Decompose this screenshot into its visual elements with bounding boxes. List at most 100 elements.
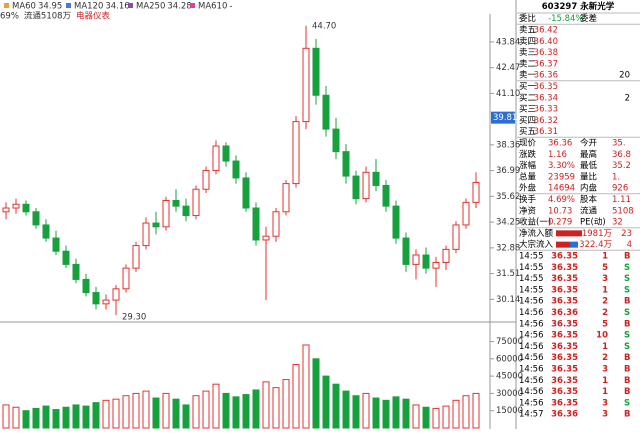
volume-bar <box>392 396 400 429</box>
volume-bar <box>262 381 270 429</box>
fundamentals-cell: 5108 <box>612 206 634 216</box>
volume-bar <box>472 392 480 429</box>
trade-cell: 1 <box>602 342 608 352</box>
trade-cell: 2 <box>602 353 608 363</box>
candle-body <box>272 211 280 237</box>
stats-cell: 23959 <box>548 172 575 182</box>
book-cell: 36.32 <box>534 116 558 126</box>
fundamentals-cell: 32 <box>612 218 623 228</box>
info-text: 电器仪表 <box>76 11 111 22</box>
book-cell: 36.40 <box>534 37 558 47</box>
candle-body <box>362 171 370 200</box>
candle-body <box>152 222 160 228</box>
summary-cell: 委差 <box>580 13 597 24</box>
info-text: 69% <box>0 12 19 22</box>
stats-cell: 最低 <box>580 160 598 171</box>
candle-body <box>462 201 470 226</box>
fundamentals-cell: 净资 <box>519 205 537 216</box>
stats-cell: 总量 <box>519 171 537 182</box>
book-cell: 买五 <box>519 127 537 137</box>
trade-cell: 10 <box>596 331 608 341</box>
trade-cell: 36.35 <box>551 274 578 284</box>
volume-bar <box>92 402 100 429</box>
trade-cell: 36.35 <box>551 376 578 386</box>
volume-bar <box>232 396 240 429</box>
flow-bar <box>556 230 582 237</box>
volume-bar <box>272 387 280 429</box>
book-cell: 买三 <box>519 105 536 115</box>
volume-bar <box>312 358 320 429</box>
candle-body <box>262 235 270 241</box>
trade-cell: 14:56 <box>519 353 544 363</box>
volume-bar <box>22 410 30 429</box>
book-cell: 买一 <box>519 82 537 92</box>
trade-cell: 5 <box>602 263 608 273</box>
volume-bar <box>2 404 10 429</box>
y-tick-label: 34.25 <box>496 218 520 228</box>
stats-cell: 现价 <box>519 138 537 148</box>
trade-cell: 36.36 <box>551 308 578 318</box>
book-cell: 卖三 <box>519 48 536 58</box>
trade-cell: 14:56 <box>519 297 544 307</box>
volume-bar <box>432 407 440 429</box>
trade-cell: 14:56 <box>519 331 544 341</box>
legend-swatch <box>4 3 9 8</box>
candle-body <box>322 94 330 130</box>
trade-cell: B <box>624 251 630 261</box>
trade-cell: B <box>624 319 630 329</box>
stats-cell: 1.16 <box>548 150 567 160</box>
volume-bar <box>72 404 80 429</box>
trade-cell: 14:55 <box>519 274 544 284</box>
volume-bar <box>362 392 370 429</box>
y-tick-label: 32.88 <box>496 243 520 253</box>
trade-cell: B <box>624 364 630 374</box>
stats-cell: 36.36 <box>548 138 572 148</box>
candle-body <box>62 250 70 265</box>
volume-bar <box>282 379 290 429</box>
volume-bar <box>112 398 120 429</box>
candle-body <box>72 263 80 280</box>
book-cell: 36.36 <box>534 71 558 81</box>
volume-bar <box>382 399 390 429</box>
trade-cell: B <box>624 297 630 307</box>
trade-cell: 2 <box>602 297 608 307</box>
candle-body <box>472 181 480 203</box>
summary-cell: 委比 <box>519 13 536 24</box>
vol-tick-label: 60000 <box>496 354 523 364</box>
trade-cell: B <box>624 387 630 397</box>
volume-bar <box>202 390 210 429</box>
volume-bar <box>172 398 180 429</box>
trade-cell: S <box>624 342 630 352</box>
book-cell: 36.34 <box>534 93 558 103</box>
stats-cell: 内盘 <box>580 183 598 194</box>
high-annotation: 44.70 <box>312 21 336 31</box>
fundamentals-cell: PE(动) <box>580 217 606 228</box>
candle-body <box>42 224 50 239</box>
vol-tick-label: 45000 <box>496 372 523 382</box>
book-cell: 卖二 <box>519 59 537 69</box>
candle-body <box>312 47 320 96</box>
indicator-value: 34.16 <box>105 2 129 12</box>
y-tick-label: 31.51 <box>496 269 520 279</box>
trade-cell: 36.35 <box>551 285 578 295</box>
candle-body <box>132 245 140 269</box>
trade-cell: 3 <box>602 398 608 408</box>
trade-cell: S <box>624 274 630 284</box>
candle-body <box>32 211 40 226</box>
candle-body <box>402 237 410 265</box>
y-tick-label: 43.84 <box>496 37 520 47</box>
stats-cell: 926 <box>612 184 628 194</box>
volume-bar <box>292 364 300 429</box>
volume-bar <box>222 392 230 429</box>
volume-bar <box>332 383 340 429</box>
trade-cell: 14:57 <box>519 410 544 420</box>
volume-bar <box>252 389 260 429</box>
trade-cell: 1 <box>602 251 608 261</box>
book-cell: 买二 <box>519 93 537 103</box>
trade-cell: 36.35 <box>551 353 578 363</box>
volume-bar <box>212 383 220 429</box>
indicator-label: MA250 <box>136 2 165 12</box>
volume-bar <box>132 392 140 429</box>
y-tick-label: 41.10 <box>496 89 520 99</box>
